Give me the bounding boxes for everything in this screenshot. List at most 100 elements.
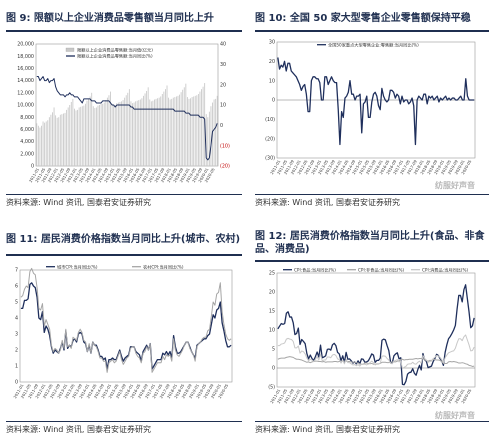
bar [125,95,127,166]
bar [48,117,50,166]
figure-11-source: 资料来源: Wind 资讯, 国泰君安证券研究 [6,425,151,434]
bar [136,100,138,166]
y-tick-label: 20 [269,290,275,296]
bar [138,100,140,166]
figure-10-bottom-rule [255,194,489,195]
bar [133,102,135,166]
bar [177,95,179,166]
bar [53,107,55,166]
bar [163,91,165,166]
legend-label: CPI:消费品:当月同比(%) [422,266,468,273]
bar [64,112,66,166]
bar [63,113,64,166]
figure-9-title: 图 9: 限额以上企业消费品零售额当月同比上升 [6,13,214,24]
y2-tick-label: 20 [220,82,226,88]
bar [213,99,215,166]
watermark-top: 纺服好声音 [435,181,475,190]
bar [106,97,108,166]
figure-12-source: 资料来源: Wind 资讯, 国泰君安证券研究 [255,425,400,434]
bar [77,109,79,166]
y-tick-label: 16,000 [17,66,34,72]
bar [94,108,96,166]
bar [44,122,46,166]
bar [161,94,163,166]
y-tick-label: 10 [269,328,275,334]
bar [175,96,177,166]
figure-9-top-rule [6,30,242,32]
bar [91,92,93,166]
y2-tick-label: 0 [220,123,223,129]
figure-10-title: 图 10: 全国 50 家大型零售企业零售额保持平稳 [255,13,471,24]
y2-tick-label: 10 [220,103,226,109]
bar [179,94,180,166]
figure-12-title: 图 12: 居民消费价格指数当月同比上升(食品、非食品、消费品) [255,231,485,255]
bar [114,105,116,166]
bar [50,114,52,166]
series-line [20,267,232,373]
bar [61,114,63,166]
figure-11-top-rule [6,254,242,256]
bar [128,89,130,166]
bar [80,106,82,166]
figure-9-chart: 20,000 18,000 16,000 14,000 12,000 10,000 8,00… [17,42,230,184]
bar [165,89,166,166]
bar [205,114,207,166]
bar [103,102,105,166]
bar [210,106,212,166]
figure-12-top-rule [255,260,489,262]
bar [97,105,99,166]
bar [194,95,196,166]
bar [154,99,155,166]
figure-10-panel: 图 10: 全国 50 家大型零售企业零售额保持平稳 30 20 10 0 (10) (2… [255,6,489,214]
bar [132,103,133,166]
bar [89,96,91,166]
figure-9-panel: 图 9: 限额以上企业消费品零售额当月同比上升 20,000 18,000 16,0… [6,6,242,214]
bar [135,101,137,166]
bar [81,106,83,166]
y-tick-label: 7 [15,268,18,274]
bar [37,125,39,166]
bar [69,105,71,166]
series-line [277,334,475,370]
y2-tick-label: 30 [220,62,226,68]
bar [144,93,146,166]
y-tick-label: 4,000 [20,139,34,145]
y-tick-label: (20) [265,136,275,142]
series-line [277,284,475,386]
bar [36,123,38,166]
bar [47,120,49,166]
bar [59,114,61,166]
bar [180,92,182,166]
bar [127,92,129,166]
bar [39,127,41,166]
watermark-bottom: 纺服好声音 [435,411,475,420]
legend-label: 全国50家重点大型零售企业:零售额:当月同比(%) [328,41,419,48]
legend-swatch [65,47,75,52]
bar [166,85,168,166]
bar [188,98,190,166]
bar [83,105,85,166]
series-line [20,282,232,370]
bar [141,98,143,166]
y-tick-label: 2,000 [20,151,34,157]
y-tick-label: 18,000 [17,54,34,60]
bar [197,94,199,166]
y-tick-label: 1 [15,364,18,370]
bar [74,108,75,166]
bar [88,98,89,166]
y-tick-label: 25 [269,271,275,277]
y-tick-label: 30 [269,40,275,46]
y-tick-label: 4 [15,316,18,322]
bar [58,117,60,166]
bar [182,89,184,166]
plot-frame [35,43,219,167]
y2-tick-label: (10) [220,143,230,149]
bar [110,91,111,166]
y-tick-label: 6 [15,284,18,290]
bar [185,83,187,166]
bar [95,107,97,166]
figure-11-chart: 765432102011-012011-052011-092012-012012… [12,263,233,399]
bar [193,96,195,166]
figure-10-top-rule [255,30,489,32]
bar [146,90,148,166]
